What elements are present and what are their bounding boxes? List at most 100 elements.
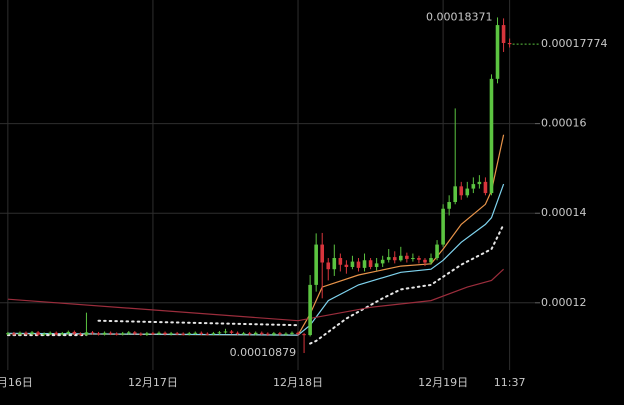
candle-body: [489, 78, 494, 194]
candle-body: [163, 332, 167, 335]
candle-body: [217, 332, 222, 334]
candle-body: [386, 257, 391, 260]
y-tick-label: 0.00014: [541, 206, 587, 219]
candle-body: [471, 184, 476, 189]
candle-body: [108, 332, 113, 334]
candle-body: [114, 333, 119, 335]
candle-body: [235, 332, 240, 334]
candle-body: [326, 262, 331, 270]
candle-body: [205, 333, 210, 335]
candle-body: [139, 333, 143, 335]
candle-body: [338, 258, 343, 265]
candle-body: [133, 332, 137, 334]
candle-body: [181, 333, 185, 335]
candle-body: [477, 181, 482, 185]
y-tick-label: 0.00016: [541, 117, 587, 130]
min-price-label: 0.00010879: [230, 346, 296, 359]
candle-body: [120, 333, 125, 335]
candle-body: [332, 258, 337, 270]
candle-body: [18, 332, 22, 335]
candle-body: [453, 186, 458, 203]
candle-body: [483, 181, 488, 194]
candle-body: [102, 332, 107, 335]
candle-body: [96, 333, 101, 335]
candle-body: [48, 332, 52, 334]
indicator-line: [7, 134, 505, 336]
candle-body: [441, 208, 445, 245]
max-price-label: 0.00018371: [426, 10, 492, 23]
y-tick-label: 0.00012: [541, 296, 587, 309]
candle-body: [266, 333, 270, 335]
candle-body: [6, 333, 10, 335]
candle-body: [398, 255, 403, 261]
candle-body: [199, 332, 204, 334]
candle-body: [36, 332, 40, 335]
candle-body: [495, 25, 500, 79]
candle-body: [241, 333, 246, 335]
candle-body: [126, 332, 131, 334]
candle-body: [465, 188, 470, 196]
candle-body: [290, 332, 294, 334]
candle-body: [429, 258, 433, 263]
x-tick-label: 12月16日: [0, 376, 33, 389]
candle-body: [211, 333, 216, 335]
candle-body: [84, 332, 89, 335]
candle-body: [223, 331, 228, 333]
candle-body: [374, 263, 379, 267]
candle-body: [302, 334, 306, 336]
candle-body: [187, 333, 192, 335]
candle-body: [405, 255, 409, 259]
candle-body: [459, 186, 464, 196]
candle-body: [60, 333, 65, 335]
candle-body: [78, 333, 83, 335]
candle-body: [24, 332, 28, 334]
candle-body: [247, 333, 252, 335]
candle-body: [90, 332, 95, 334]
candle-body: [411, 258, 415, 260]
candle-body: [259, 332, 264, 334]
candle-body: [344, 264, 349, 267]
candle-body: [30, 332, 34, 334]
candle-body: [435, 244, 439, 259]
candle-body: [229, 331, 234, 333]
indicator-line: [6, 223, 505, 345]
candle-body: [151, 333, 155, 335]
candle-body: [417, 258, 421, 260]
candle-body: [278, 333, 282, 335]
candle-body: [368, 260, 373, 267]
candle-body: [362, 260, 367, 268]
candle-body: [145, 333, 149, 335]
candle-body: [66, 331, 71, 334]
candle-body: [350, 261, 355, 267]
x-tick-label: 12月18日: [273, 376, 323, 389]
x-tick-label: 12月17日: [128, 376, 178, 389]
candle-body: [308, 284, 312, 336]
candle-body: [392, 257, 397, 261]
candle-body: [157, 332, 161, 334]
candle-body: [320, 244, 325, 263]
candle-body: [284, 333, 288, 335]
candle-body: [12, 333, 16, 335]
candle-body: [356, 261, 361, 268]
candle-body: [169, 333, 173, 335]
candle-body: [447, 202, 451, 209]
x-tick-label: 11:37: [494, 376, 526, 389]
candle-body: [272, 333, 276, 335]
candle-body: [193, 332, 198, 334]
candle-body: [54, 332, 59, 335]
indicator-line: [7, 183, 505, 336]
last-price-label: 0.00017774: [541, 37, 607, 50]
indicator-line: [7, 268, 505, 322]
candle-body: [501, 25, 506, 44]
candle-body: [296, 332, 300, 335]
candle-body: [253, 332, 258, 335]
candle-body: [380, 259, 385, 264]
candle-body: [42, 333, 46, 335]
candle-body: [507, 43, 512, 45]
candle-body: [72, 331, 77, 334]
x-tick-label: 12月19日: [418, 376, 468, 389]
candle-body: [175, 333, 179, 335]
candle-body: [423, 259, 427, 263]
